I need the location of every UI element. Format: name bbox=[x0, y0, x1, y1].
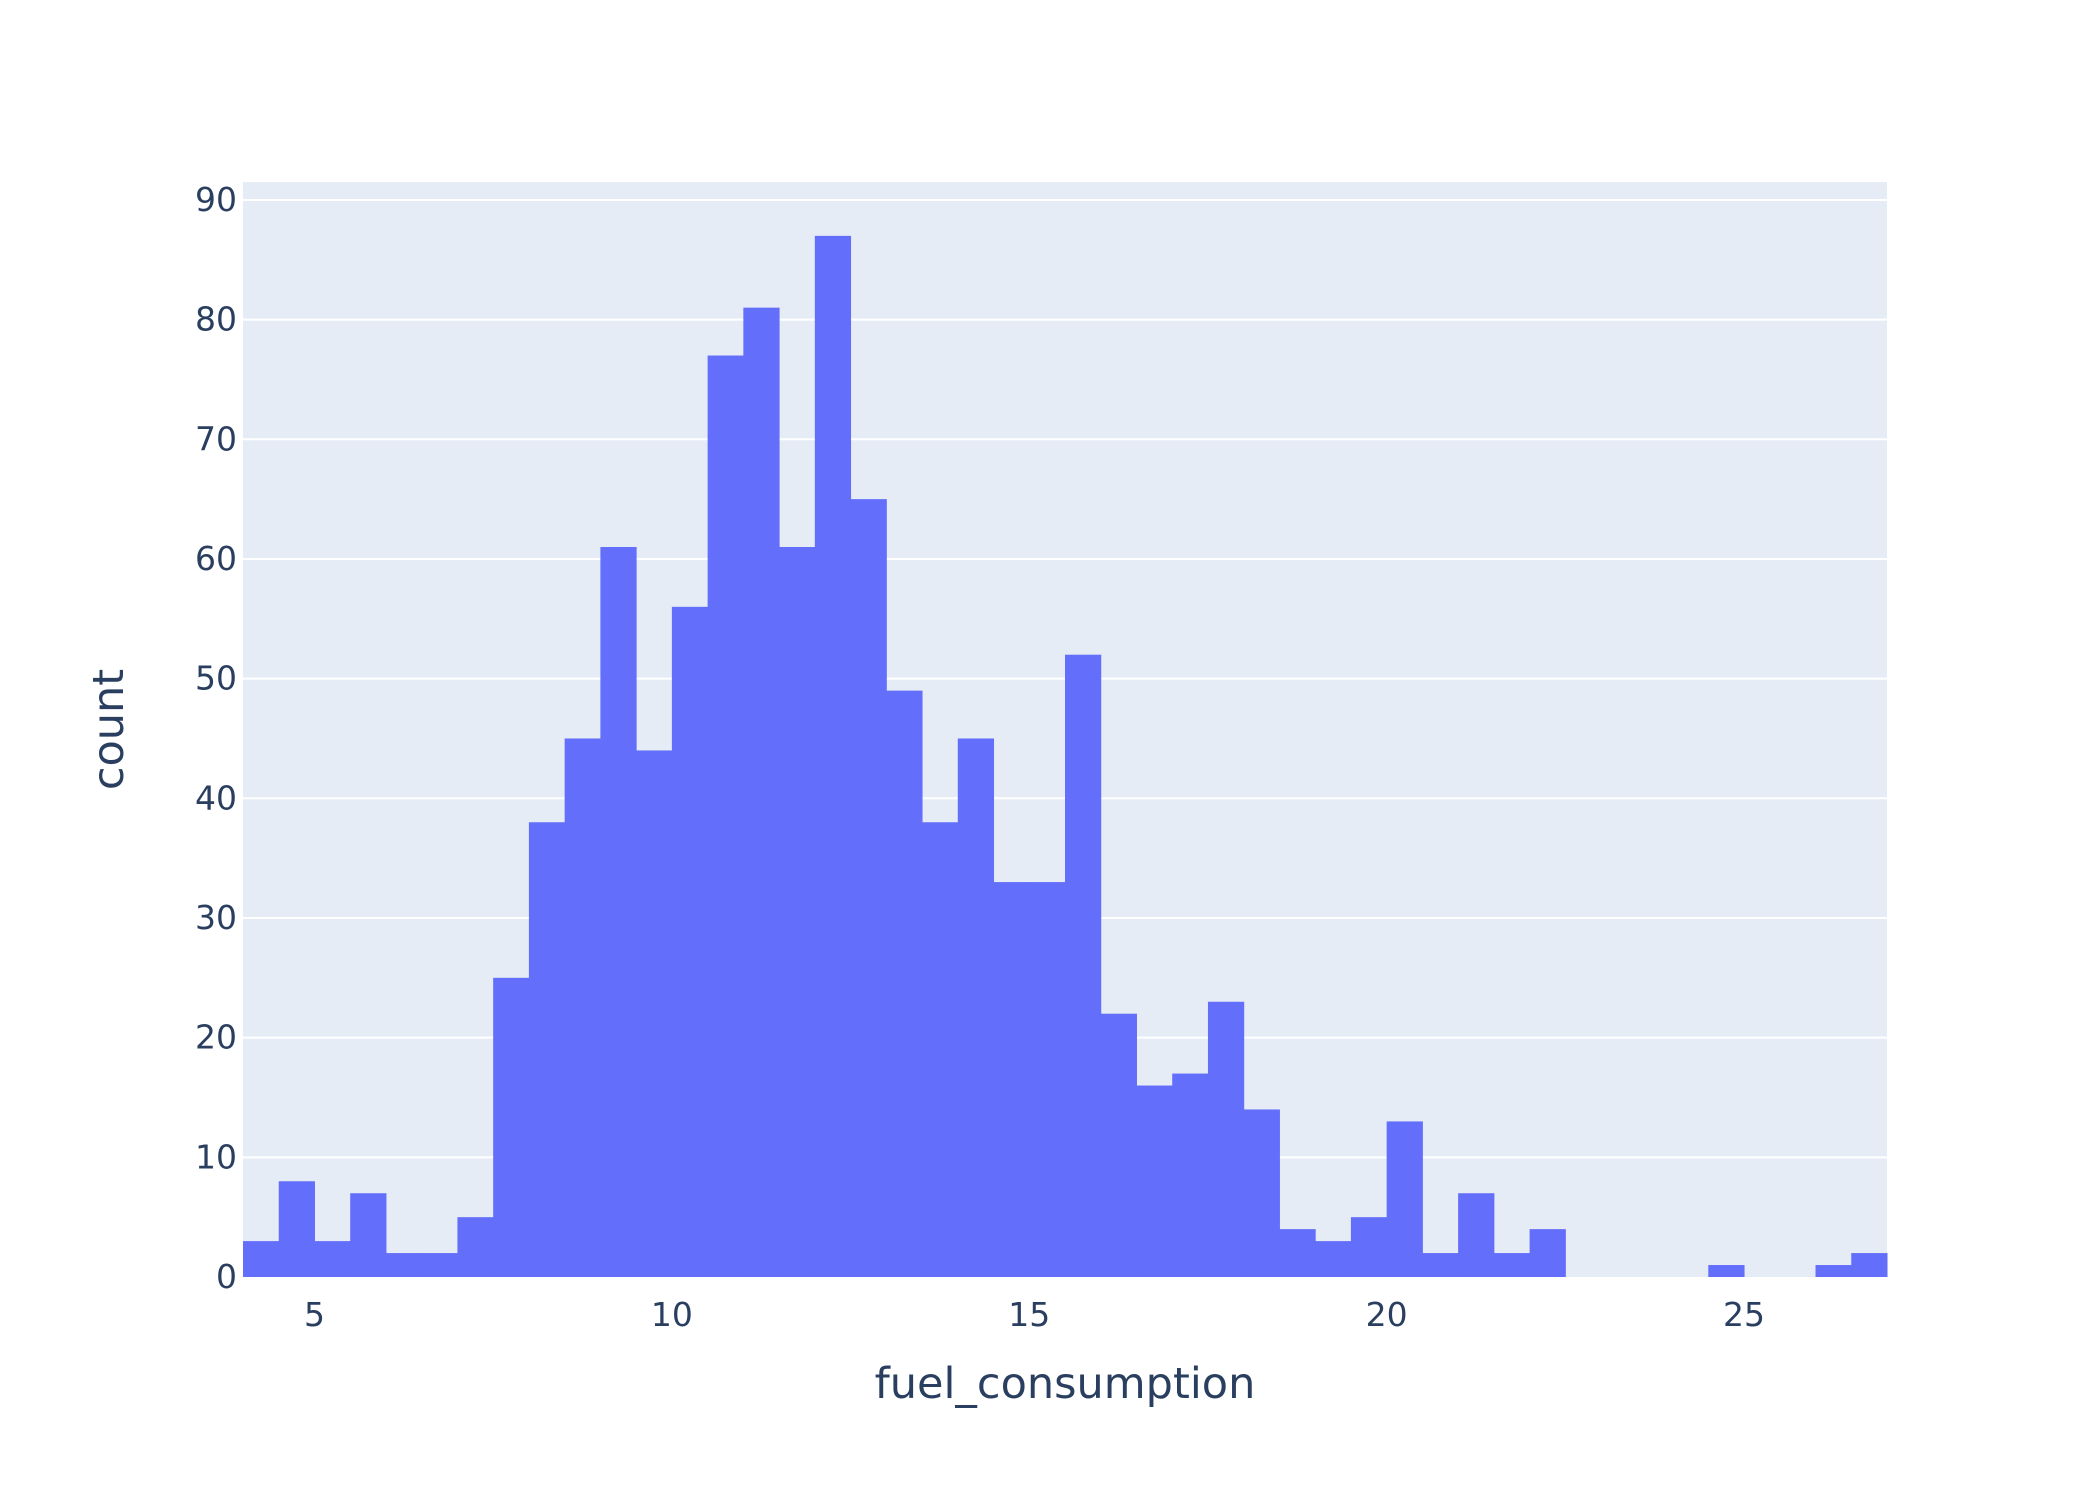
histogram-bar bbox=[1100, 1013, 1137, 1277]
bars bbox=[243, 235, 1888, 1278]
x-tick-label: 10 bbox=[651, 1295, 693, 1334]
histogram-bar bbox=[1279, 1229, 1316, 1277]
y-tick-label: 30 bbox=[195, 898, 237, 937]
x-tick-label: 25 bbox=[1723, 1295, 1765, 1334]
histogram-bar bbox=[528, 822, 566, 1277]
histogram-bar bbox=[1708, 1265, 1745, 1277]
histogram-bar bbox=[493, 977, 530, 1277]
x-tick-label: 15 bbox=[1008, 1295, 1050, 1334]
histogram-bar bbox=[957, 738, 995, 1277]
histogram-bar bbox=[922, 822, 959, 1277]
y-tick-label: 50 bbox=[195, 659, 237, 698]
histogram-bar bbox=[814, 235, 852, 1278]
y-tick-label: 80 bbox=[195, 300, 237, 339]
histogram-bar bbox=[1315, 1241, 1352, 1277]
histogram-bar bbox=[1207, 1001, 1245, 1277]
x-tick-label: 5 bbox=[304, 1295, 325, 1334]
x-axis-title: fuel_consumption bbox=[875, 1359, 1256, 1409]
histogram-bar bbox=[707, 355, 744, 1277]
histogram-bar bbox=[993, 882, 1030, 1277]
y-tick-label: 20 bbox=[195, 1018, 237, 1057]
histogram-bar bbox=[1172, 1073, 1209, 1277]
y-tick-label: 60 bbox=[195, 539, 237, 578]
histogram-bar bbox=[1851, 1253, 1888, 1277]
y-tick-label: 0 bbox=[216, 1257, 237, 1296]
histogram-bar bbox=[1815, 1265, 1852, 1277]
histogram-bar bbox=[743, 307, 780, 1277]
histogram-bar bbox=[671, 606, 709, 1277]
histogram-bar bbox=[850, 499, 887, 1278]
y-tick-label: 10 bbox=[195, 1137, 237, 1176]
histogram-bar bbox=[1422, 1253, 1459, 1277]
histogram-bar bbox=[1350, 1217, 1388, 1277]
histogram-bar bbox=[600, 547, 637, 1277]
histogram-bar bbox=[385, 1253, 423, 1277]
histogram-bar bbox=[636, 750, 673, 1277]
histogram-bar bbox=[1386, 1121, 1423, 1277]
histogram-bar bbox=[421, 1253, 458, 1277]
y-tick-label: 70 bbox=[195, 419, 237, 458]
y-tick-label: 90 bbox=[195, 180, 237, 219]
histogram-bar bbox=[779, 547, 816, 1277]
histogram-bar bbox=[1243, 1109, 1280, 1277]
histogram-bar bbox=[243, 1241, 280, 1277]
histogram-bar bbox=[314, 1241, 351, 1277]
histogram-bar bbox=[350, 1193, 387, 1277]
histogram-bar bbox=[1029, 882, 1066, 1277]
histogram-bar bbox=[457, 1217, 494, 1277]
y-tick-label: 40 bbox=[195, 778, 237, 817]
histogram-bar bbox=[1493, 1253, 1531, 1277]
histogram-bar bbox=[278, 1181, 315, 1277]
histogram-bar bbox=[564, 738, 601, 1277]
x-axis-ticks: 5 10 15 20 25 bbox=[304, 1295, 1765, 1334]
histogram-bar bbox=[886, 690, 923, 1277]
y-axis-title: count bbox=[84, 669, 134, 790]
histogram-bar bbox=[1529, 1229, 1566, 1277]
histogram-bar bbox=[1065, 654, 1102, 1277]
histogram-bar bbox=[1136, 1085, 1173, 1277]
y-axis-ticks: 0 10 20 30 40 50 60 70 80 90 bbox=[195, 180, 237, 1296]
histogram-bar bbox=[1458, 1193, 1495, 1277]
x-tick-label: 20 bbox=[1366, 1295, 1408, 1334]
